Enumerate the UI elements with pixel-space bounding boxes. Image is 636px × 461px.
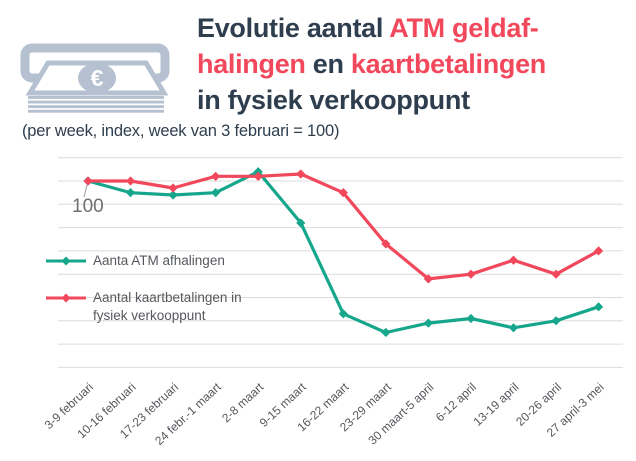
legend-diamond-icon [61,293,71,303]
data-point-marker [466,269,476,279]
baseline-100-label: 100 [72,196,104,217]
data-point-marker [253,171,263,181]
data-point-marker [211,188,221,198]
page-subtitle: (per week, index, week van 3 februari = … [22,122,340,140]
euro-badge-shape [78,63,116,93]
legend-swatch-1 [46,293,86,303]
data-point-marker [423,274,433,284]
atm-cash-withdrawal-icon: € [18,38,173,118]
banknote-stripe [28,100,164,104]
data-point-marker [381,327,391,338]
euro-symbol: € [91,65,104,91]
banknote-stripe [28,109,164,113]
banknote-stripe [28,96,164,99]
data-point-marker [508,323,519,333]
data-point-marker [296,218,306,228]
data-point-marker [594,302,604,312]
data-point-marker [168,183,178,193]
title-segment: ATM geldaf- [389,13,539,43]
data-point-marker [594,246,604,256]
banknote-stripe [28,105,164,109]
data-point-marker [338,188,348,198]
title-segment: halingen [197,49,306,79]
title-line: in fysiek verkooppunt [197,82,633,118]
data-point-marker [338,309,348,319]
data-point-marker [508,255,519,265]
data-point-marker [423,318,433,328]
legend-item-0: Aanta ATM afhalingen [46,252,225,270]
data-point-marker [381,239,391,249]
data-point-marker [296,169,306,179]
data-point-marker [466,313,476,324]
page-title: Evolutie aantal ATM geldaf-halingen en k… [197,10,633,118]
data-point-marker [551,316,561,326]
data-point-marker [253,167,263,177]
data-point-marker [125,188,136,198]
legend-diamond-icon [61,256,71,266]
legend-item-1: Aantal kaartbetalingen in fysiek verkoop… [46,289,251,324]
title-line: Evolutie aantal ATM geldaf- [197,10,633,46]
banknote-stack-shape [28,96,164,113]
atm-cash-withdrawal-icon-svg: € [20,43,170,113]
data-point-marker [211,171,221,181]
legend-label-0: Aanta ATM afhalingen [93,253,225,268]
data-point-marker [168,190,178,200]
legend-swatch-0 [46,256,86,266]
title-segment: kaartbetalingen [350,49,546,79]
title-segment: in fysiek verkooppunt [197,85,470,115]
baseline-tick [83,184,88,198]
data-point-marker [551,269,561,279]
title-segment: en [305,49,351,79]
title-line: halingen en kaartbetalingen [197,46,633,82]
data-point-marker [125,176,136,186]
data-point-marker [83,176,93,186]
x-axis-label: 13-19 april [471,380,522,429]
legend-label-1: Aantal kaartbetalingen in fysiek verkoop… [93,290,242,323]
title-segment: Evolutie aantal [197,13,390,43]
